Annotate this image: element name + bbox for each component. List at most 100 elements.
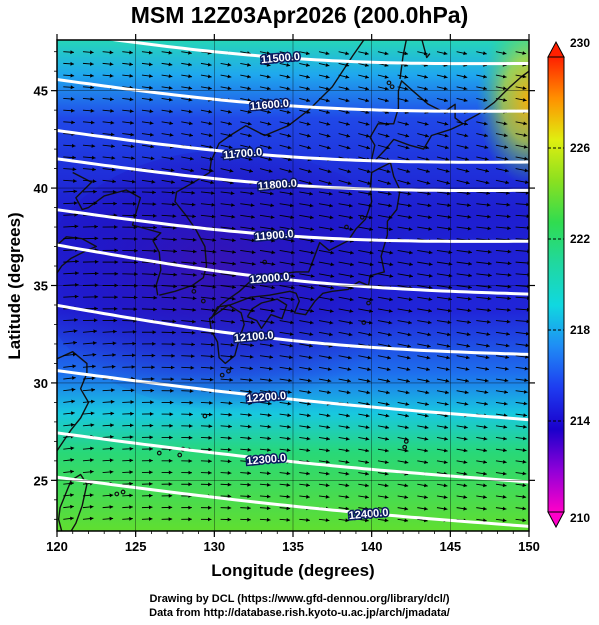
wind-arrow-head [231, 296, 236, 301]
wind-arrow-head [368, 320, 373, 325]
coastline [57, 236, 98, 275]
wind-arrow-head [173, 296, 177, 300]
wind-arrow-head [329, 320, 334, 325]
wind-arrow-head [70, 516, 74, 521]
wind-arrow-head [523, 424, 527, 429]
wind-arrow-head [345, 98, 350, 103]
wind-arrow-head [71, 411, 75, 416]
wind-arrow-head [190, 168, 194, 173]
wind-arrow-head [443, 483, 448, 488]
wind-arrow-head [325, 518, 330, 522]
wind-arrow-head [522, 459, 527, 464]
island-outline [361, 320, 367, 325]
wind-arrow-head [231, 308, 236, 313]
wind-arrow-head [526, 202, 529, 207]
credit-drawing: Drawing by DCL (https://www.gfd-dennou.o… [149, 593, 450, 605]
wind-arrow-head [365, 133, 370, 138]
wind-arrow-head [464, 121, 468, 126]
wind-arrow-head [484, 145, 489, 149]
wind-arrow-head [346, 413, 350, 418]
wind-arrow-head [149, 435, 153, 440]
wind-arrow-head [482, 51, 487, 55]
wind-arrow-head [384, 448, 389, 453]
wind-arrow-head [170, 377, 175, 382]
wind-arrow-head [407, 344, 411, 348]
wind-arrow-head [325, 460, 330, 464]
wind-arrow-head [271, 262, 276, 266]
wind-arrow-head [326, 413, 331, 418]
wind-arrow-head [447, 308, 452, 313]
wind-arrow-head [306, 471, 310, 476]
wind-arrow-head [424, 133, 429, 138]
wind-arrow-head [227, 86, 232, 91]
wind-arrow-head [366, 402, 370, 406]
wind-arrow-head [109, 493, 114, 498]
wind-arrow-head [267, 121, 272, 126]
wind-arrow-head [525, 331, 529, 336]
wind-arrow-head [149, 121, 154, 125]
wind-arrow-head [387, 191, 392, 196]
wind-arrow-head [267, 436, 271, 441]
wind-arrow-head [208, 133, 213, 138]
wind-arrow-head [406, 355, 411, 360]
island-outline [359, 214, 365, 220]
wind-arrow-head [345, 436, 350, 441]
wind-arrow-head [328, 191, 333, 196]
wind-arrow-head [310, 285, 315, 290]
wind-arrow-head [151, 353, 156, 358]
wind-arrow-head [483, 460, 487, 464]
wind-arrow-head [428, 250, 433, 255]
wind-arrow-head [251, 226, 256, 231]
x-axis-title: Longitude (degrees) [211, 561, 374, 580]
wind-arrow-head [325, 483, 330, 488]
wind-arrow-head [112, 179, 116, 184]
wind-arrow-head [505, 343, 510, 348]
wind-arrow-head [365, 471, 369, 476]
wind-arrow-head [129, 109, 134, 113]
chart-title: MSM 12Z03Apr2026 (200.0hPa) [130, 2, 469, 28]
wind-arrow-head [73, 179, 77, 183]
island-outline [114, 491, 120, 497]
wind-arrow-head [193, 273, 197, 277]
wind-arrow-head [464, 402, 469, 406]
wind-arrow-head [365, 506, 369, 511]
wind-arrow-head [114, 306, 118, 311]
wind-arrow-head [408, 320, 412, 325]
wind-arrow-head [269, 191, 274, 196]
wind-arrow-head [365, 122, 370, 126]
wind-arrow-head [250, 320, 255, 325]
wind-arrow-head [384, 471, 389, 476]
wind-arrow-head [111, 364, 116, 369]
wind-arrow-head [209, 168, 214, 173]
wind-arrow-head [248, 157, 253, 161]
wind-arrow-head [153, 284, 158, 288]
wind-arrow-head [93, 189, 97, 194]
wind-arrow-head [369, 227, 373, 231]
wind-arrow-head [483, 518, 487, 523]
wind-arrow-head [386, 181, 391, 185]
wind-arrow-head [388, 227, 393, 231]
wind-arrow-head [150, 132, 154, 137]
wind-arrow-head [75, 271, 79, 276]
wind-arrow-head [408, 297, 413, 302]
wind-arrow-head [525, 355, 529, 359]
wind-arrow-head [188, 435, 193, 440]
wind-arrow-head [188, 74, 192, 79]
wind-arrow-head [74, 294, 79, 299]
wind-arrow-head [404, 74, 409, 79]
wind-arrow-head [484, 133, 488, 138]
wind-arrow-head [169, 400, 174, 405]
wind-arrow-head [90, 120, 95, 125]
wind-arrow-head [465, 157, 469, 161]
wind-arrow-head [189, 389, 194, 393]
wind-arrow-head [210, 180, 215, 185]
wind-arrow-head [325, 74, 330, 79]
wind-arrow-head [286, 63, 291, 67]
wind-arrow-head [483, 98, 488, 102]
wind-arrow-head [365, 425, 370, 430]
wind-arrow-head [92, 179, 97, 184]
wind-arrow-head [367, 367, 371, 372]
wind-arrow-head [522, 98, 527, 102]
wind-arrow-head [191, 190, 196, 195]
